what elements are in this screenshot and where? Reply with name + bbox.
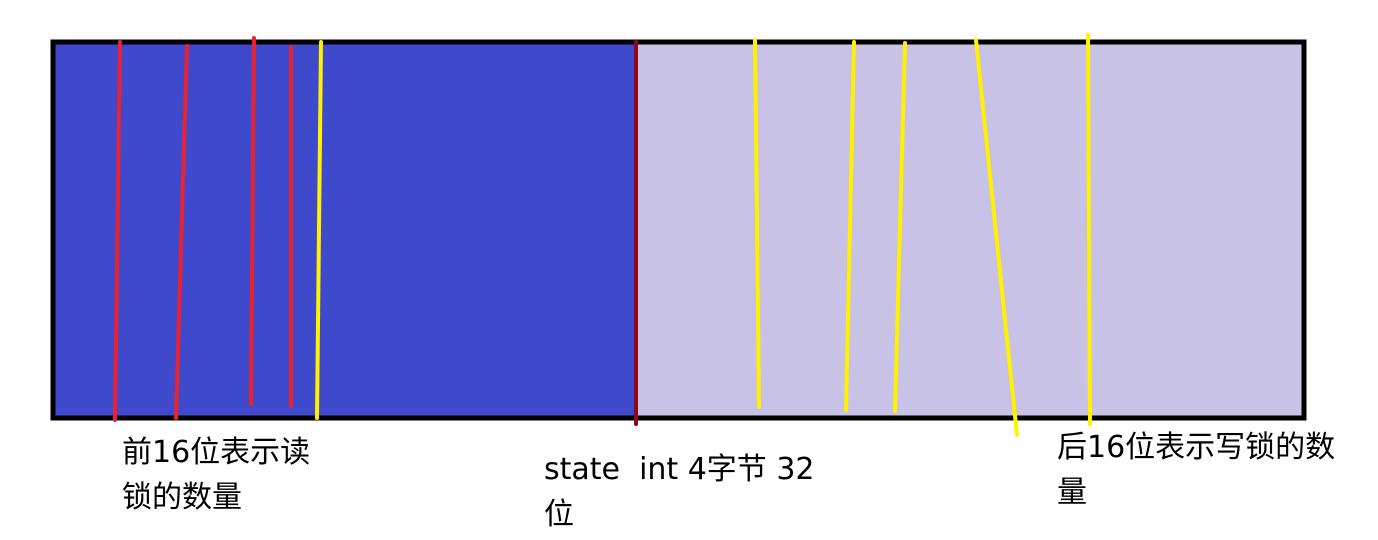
low-16-bits-region xyxy=(636,42,1304,418)
write-lock-mark-3 xyxy=(893,41,907,413)
read-lock-mark-1 xyxy=(113,40,122,422)
yellow-mark-1 xyxy=(315,40,323,420)
write-lock-mark-2 xyxy=(844,40,856,412)
state-box-outline xyxy=(50,39,1307,421)
write-lock-mark-4 xyxy=(974,38,1019,437)
write-lock-mark-1 xyxy=(753,38,761,409)
read-lock-mark-2 xyxy=(174,44,189,420)
read-lock-count-label: 前16位表示读锁的数量 xyxy=(122,435,311,515)
high-16-bits-region xyxy=(53,42,636,418)
read-lock-mark-3 xyxy=(249,36,256,406)
write-lock-count-label: 后16位表示写锁的数量 xyxy=(1057,430,1336,510)
write-lock-mark-5 xyxy=(1086,33,1092,426)
state-int-label: state int 4字节 32位 xyxy=(544,452,815,532)
